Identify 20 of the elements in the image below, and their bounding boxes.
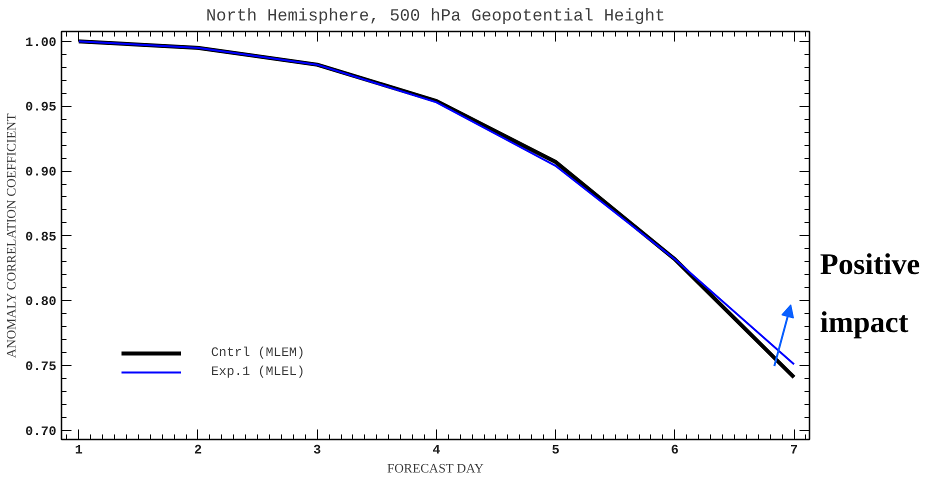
x-tick-label: 5 xyxy=(552,442,560,458)
y-axis-title: ANOMALY CORRELATION COEFFICIENT xyxy=(3,113,18,358)
x-tick-label: 7 xyxy=(790,442,798,458)
chart-title: North Hemisphere, 500 hPa Geopotential Height xyxy=(206,8,666,26)
x-tick-label: 6 xyxy=(670,442,679,458)
x-tick-label: 3 xyxy=(313,442,322,458)
y-tick-label: 0.90 xyxy=(25,164,57,180)
y-tick-label: 0.75 xyxy=(25,359,57,374)
y-tick-label: 0.70 xyxy=(25,424,57,439)
text: Positive impact xyxy=(820,247,921,341)
x-tick-label: 4 xyxy=(432,442,440,458)
legend-label: Exp.1 (MLEL) xyxy=(211,364,305,379)
y-tick-label: 0.95 xyxy=(25,100,57,115)
x-axis-title: FORECAST DAY xyxy=(387,460,484,476)
y-tick-label: 0.80 xyxy=(25,294,57,310)
y-tick-label: 1.00 xyxy=(25,34,57,50)
y-tick-label: 0.85 xyxy=(25,229,57,244)
x-tick-label: 1 xyxy=(74,442,83,458)
x-tick-label: 2 xyxy=(194,442,202,458)
legend-label: Cntrl (MLEM) xyxy=(211,345,305,360)
